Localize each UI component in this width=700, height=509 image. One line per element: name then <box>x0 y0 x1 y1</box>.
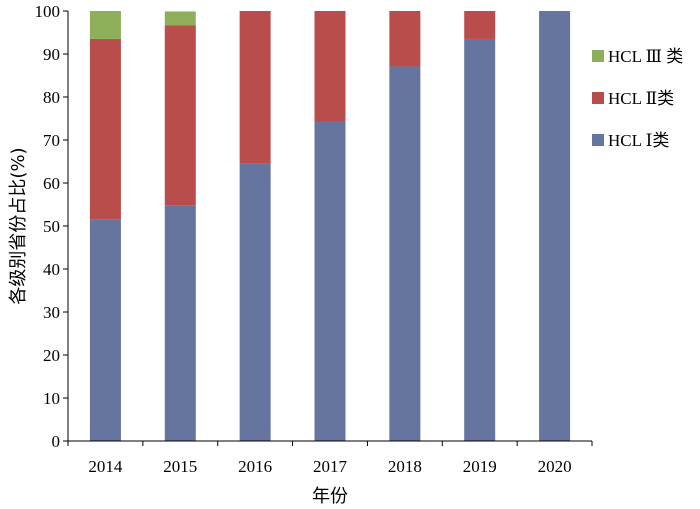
y-axis-ticks: 0 10 20 30 40 50 60 70 80 90 100 <box>35 2 68 451</box>
bar-2018-series-1 <box>389 66 421 441</box>
y-tick-label: 60 <box>43 174 60 193</box>
bar-2019-series-1 <box>464 38 496 441</box>
y-tick-label: 100 <box>35 2 61 21</box>
y-tick-label: 0 <box>52 432 61 451</box>
legend-label: HCL Ⅰ类 <box>608 131 669 150</box>
x-tick-label: 2014 <box>88 457 123 476</box>
y-tick-label: 40 <box>43 260 60 279</box>
bar-layer <box>89 11 571 441</box>
bar-2014-series-2 <box>89 38 121 220</box>
bar-2014-series-3 <box>89 11 121 39</box>
bar-2015-series-1 <box>164 205 196 441</box>
bar-2018-series-2 <box>389 11 421 67</box>
bar-2017-series-1 <box>314 121 346 441</box>
legend: HCL Ⅲ 类 HCL Ⅱ类 HCL Ⅰ类 <box>592 47 683 150</box>
y-tick-label: 50 <box>43 217 60 236</box>
bar-2017-series-2 <box>314 11 346 122</box>
bar-2016-series-1 <box>239 163 271 441</box>
x-tick-label: 2017 <box>313 457 348 476</box>
x-axis-title: 年份 <box>312 486 348 507</box>
legend-swatch <box>592 92 604 104</box>
bar-2015-series-3 <box>164 11 196 26</box>
legend-label: HCL Ⅲ 类 <box>608 47 683 66</box>
x-tick-label: 2020 <box>538 457 572 476</box>
y-tick-label: 70 <box>43 131 60 150</box>
y-axis-title: 各级别省份占比(%) <box>8 147 29 304</box>
legend-swatch <box>592 134 604 146</box>
bar-2016-series-2 <box>239 11 271 164</box>
bar-2020-series-1 <box>539 11 571 441</box>
y-tick-label: 30 <box>43 303 60 322</box>
x-tick-label: 2019 <box>463 457 497 476</box>
y-tick-label: 20 <box>43 346 60 365</box>
legend-swatch <box>592 50 604 62</box>
y-tick-label: 10 <box>43 389 60 408</box>
bar-2014-series-1 <box>89 219 121 441</box>
y-tick-label: 80 <box>43 88 60 107</box>
x-tick-label: 2018 <box>388 457 422 476</box>
x-tick-label: 2016 <box>238 457 272 476</box>
x-tick-label: 2015 <box>163 457 197 476</box>
bar-2019-series-2 <box>464 11 496 39</box>
y-tick-label: 90 <box>43 45 60 64</box>
bar-2015-series-2 <box>164 25 196 206</box>
x-axis-ticks: 2014 2015 2016 2017 2018 2019 2020 <box>67 441 593 476</box>
legend-label: HCL Ⅱ类 <box>608 89 674 108</box>
